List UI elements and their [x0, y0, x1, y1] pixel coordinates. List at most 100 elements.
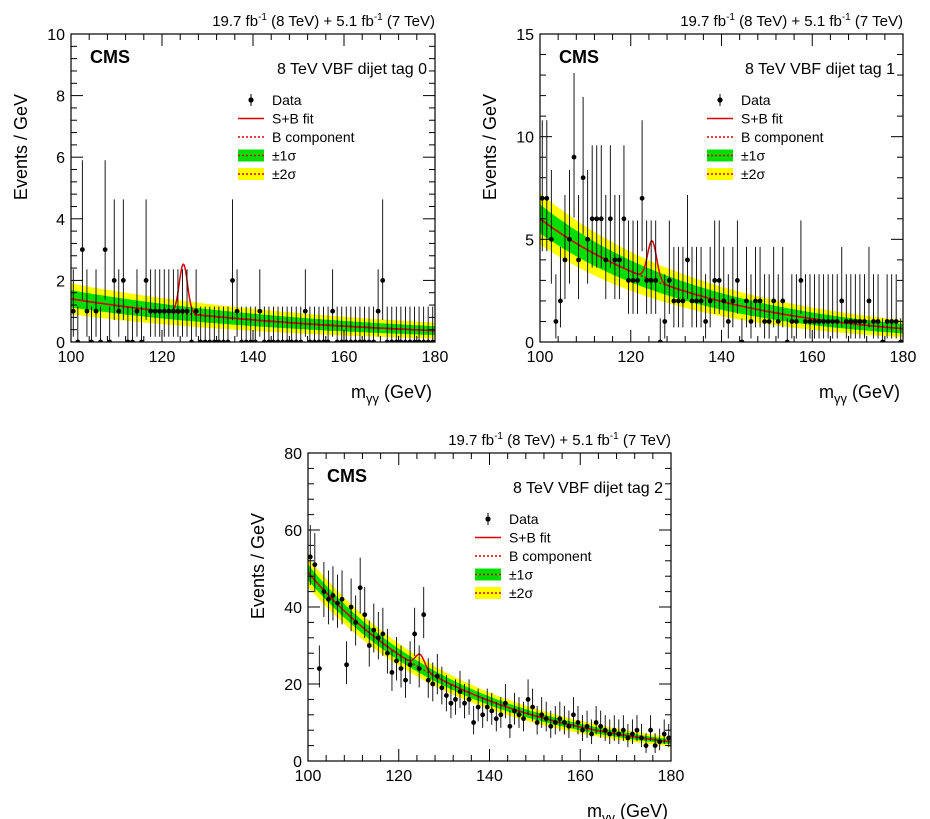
- lumi-e2: -1: [842, 12, 851, 23]
- data-point: [598, 723, 604, 729]
- data-point: [612, 257, 618, 263]
- data-point: [398, 666, 404, 671]
- data-point: [598, 216, 604, 222]
- data-point: [703, 319, 709, 324]
- data-point: [375, 308, 381, 314]
- data-point: [852, 319, 858, 324]
- data-point: [230, 278, 235, 283]
- luminosity-label: 19.7 fb-1 (8 TeV) + 5.1 fb-1 (7 TeV): [448, 431, 671, 449]
- experiment-label: CMS: [90, 47, 130, 67]
- x-axis-label-unit: (GeV): [847, 382, 900, 402]
- data-point: [643, 743, 649, 748]
- x-tick-label: 160: [799, 349, 826, 366]
- x-axis: 100 120 140 160 180: [527, 34, 916, 366]
- category-title: 8 TeV VBF dijet tag 1: [745, 61, 895, 78]
- data-point: [484, 704, 490, 710]
- data-point: [416, 666, 422, 671]
- data-point: [562, 257, 568, 263]
- data-point: [657, 739, 663, 745]
- data-point: [362, 612, 368, 618]
- data-point: [589, 216, 595, 222]
- data-point: [652, 743, 658, 748]
- data-point: [316, 666, 322, 671]
- lumi-e1: -1: [726, 12, 735, 23]
- data-point: [407, 662, 413, 668]
- legend-label: Data: [741, 92, 771, 108]
- lumi-e2: -1: [610, 431, 619, 442]
- legend-label: Data: [272, 92, 302, 108]
- data-point: [466, 697, 472, 702]
- x-tick-label: 180: [658, 768, 685, 785]
- data-point: [775, 319, 781, 324]
- experiment-label: CMS: [559, 47, 599, 67]
- data-point: [893, 319, 899, 324]
- legend-label: B component: [272, 129, 355, 145]
- data-point: [666, 278, 672, 283]
- data-point: [93, 308, 99, 314]
- data-point: [771, 298, 777, 304]
- data-point: [193, 308, 199, 314]
- y-tick-label: 0: [293, 754, 302, 771]
- data-point: [403, 677, 408, 683]
- lumi-l1: 19.7 fb: [448, 432, 494, 449]
- plot-panel-tag2: 100 120 140 160 180 0 20 40 60 80 Events / GeV mγγ …: [248, 431, 684, 819]
- data-point: [380, 278, 386, 283]
- y-axis: 0 20 40 60 80: [284, 446, 671, 771]
- lumi-t2: (7 TeV): [383, 13, 435, 30]
- data-point: [725, 319, 731, 324]
- data-point: [662, 319, 668, 324]
- data-point: [457, 689, 463, 695]
- data-point: [344, 662, 349, 668]
- y-axis: 0 5 10 15: [516, 27, 903, 352]
- y-axis-label: Events / GeV: [480, 94, 500, 200]
- data-point: [862, 319, 867, 324]
- data-point: [611, 727, 617, 733]
- lumi-e2: -1: [374, 12, 383, 23]
- data-point: [634, 727, 640, 733]
- data-point: [539, 712, 545, 718]
- data-point: [375, 635, 381, 641]
- data-point: [111, 278, 117, 283]
- data-point: [321, 589, 327, 594]
- data-point: [680, 298, 686, 304]
- data-point: [116, 308, 122, 314]
- legend: Data S+B fit B component ±1σ ±2σ: [238, 92, 355, 182]
- data-point: [848, 319, 854, 324]
- legend: Data S+B fit B component ±1σ ±2σ: [475, 511, 592, 601]
- y-tick-label: 6: [56, 150, 65, 167]
- data-point: [371, 627, 377, 633]
- data-point: [439, 685, 445, 691]
- data-point: [789, 319, 795, 324]
- legend: Data S+B fit B component ±1σ ±2σ: [707, 92, 824, 182]
- data-point: [866, 298, 872, 304]
- lumi-e1: -1: [258, 12, 267, 23]
- data-point: [507, 723, 513, 729]
- category-title: 8 TeV VBF dijet tag 0: [277, 61, 427, 78]
- x-axis-label: mγγ (GeV): [819, 382, 900, 406]
- x-tick-label: 100: [527, 349, 554, 366]
- data-point: [412, 631, 418, 637]
- legend-label: B component: [741, 129, 824, 145]
- x-tick-label: 140: [240, 349, 267, 366]
- data-point: [357, 585, 363, 591]
- x-axis-label-sub: γγ: [834, 391, 848, 406]
- data-point: [498, 712, 504, 718]
- lumi-t2: (7 TeV): [851, 13, 903, 30]
- x-tick-label: 140: [476, 768, 503, 785]
- y-tick-label: 8: [56, 89, 65, 106]
- data-point: [330, 308, 336, 314]
- data-point: [571, 154, 577, 160]
- data-point: [79, 247, 85, 253]
- x-axis-label-sub: γγ: [602, 810, 616, 819]
- legend-label: S+B fit: [509, 530, 551, 546]
- data-point: [462, 700, 467, 706]
- data-point: [502, 700, 508, 706]
- y-tick-label: 2: [56, 273, 65, 290]
- data-point: [648, 278, 654, 283]
- x-tick-label: 160: [331, 349, 358, 366]
- x-axis-label: mγγ (GeV): [351, 382, 432, 406]
- data-point: [348, 604, 354, 610]
- data-point: [635, 278, 640, 283]
- y-tick-label: 10: [516, 130, 534, 147]
- data-point: [180, 308, 185, 314]
